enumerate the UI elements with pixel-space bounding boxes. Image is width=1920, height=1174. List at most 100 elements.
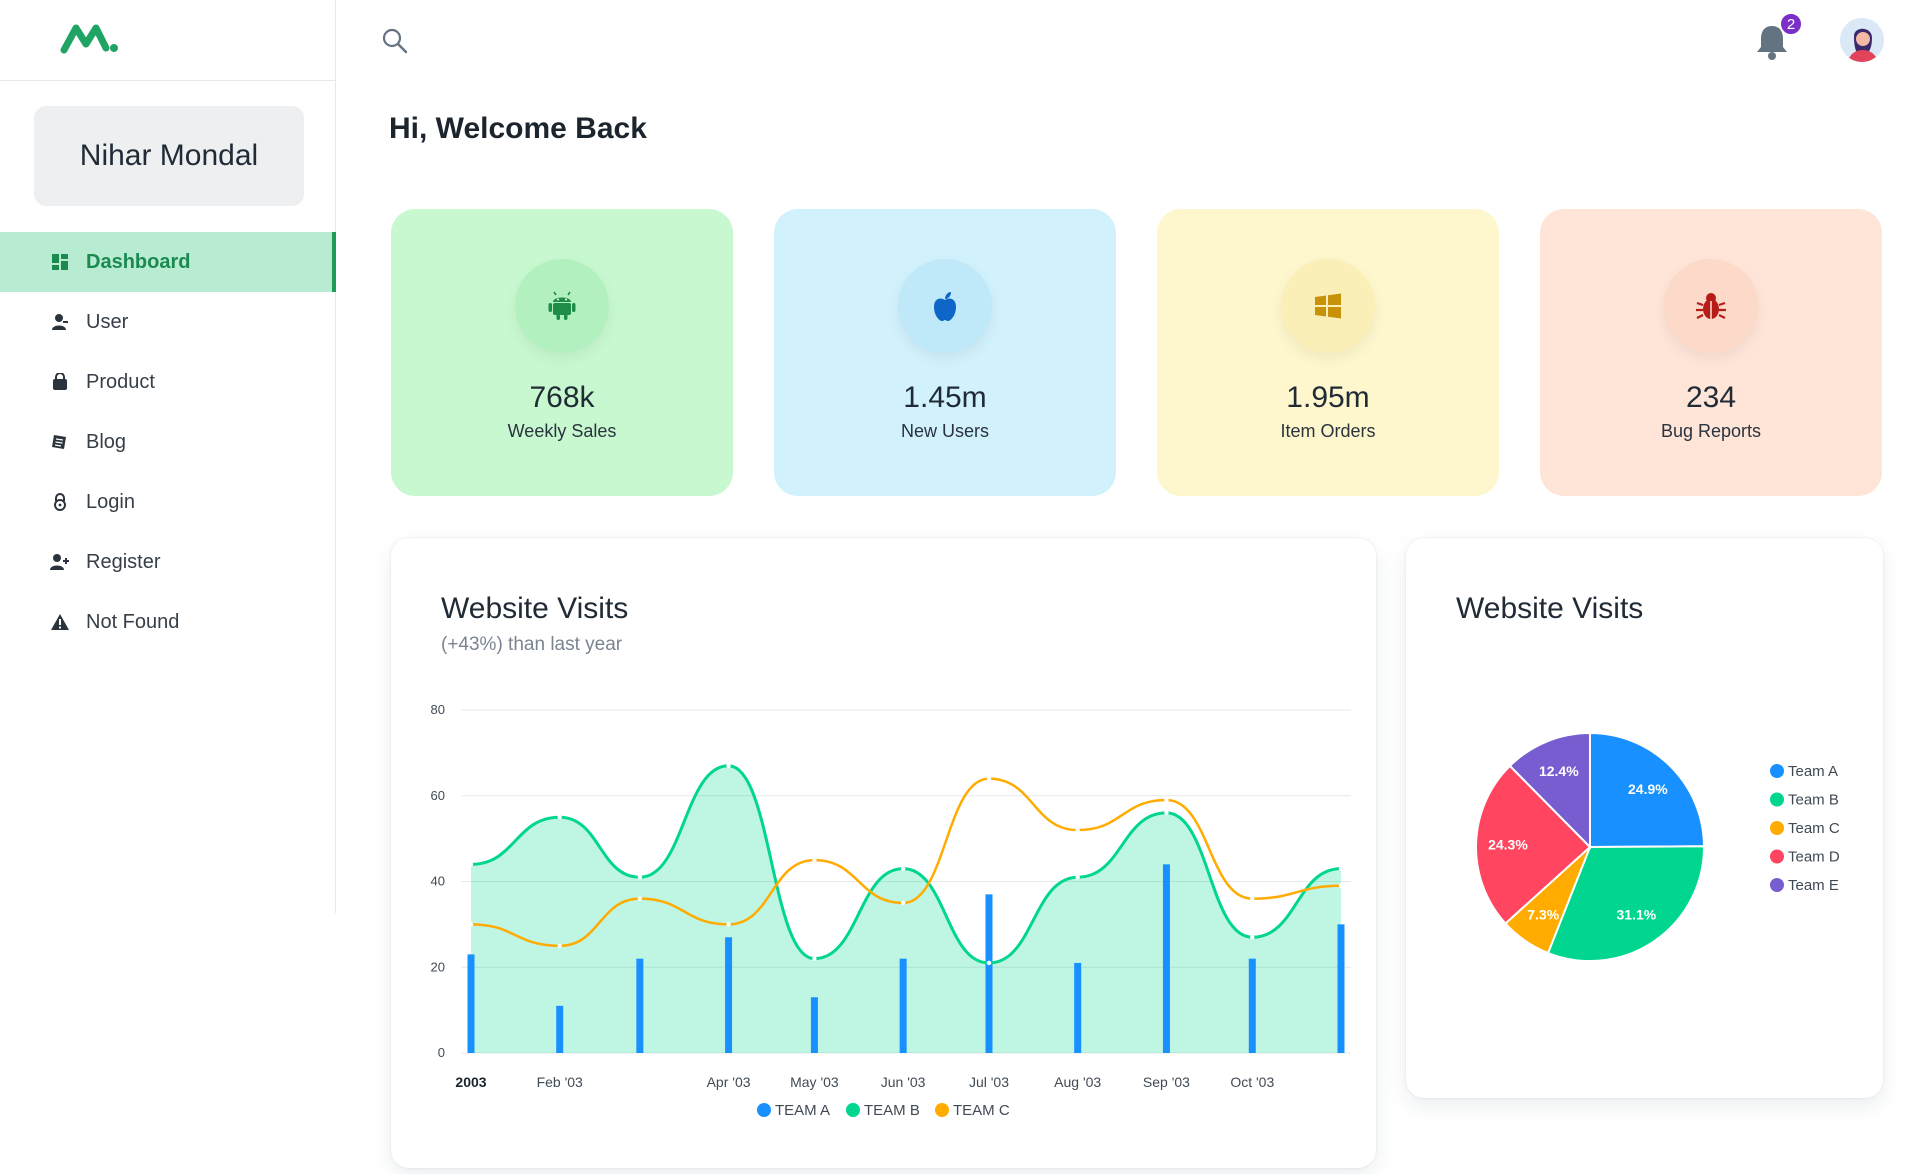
website-visits-chart: 0 20 40 60 80 2003 Feb '03 Apr '03 May '03 Jun '0… xyxy=(431,702,1351,1119)
stat-value: 1.45m xyxy=(903,381,987,414)
stat-label: Bug Reports xyxy=(1660,421,1762,441)
bar-team-a xyxy=(1074,962,1082,1053)
bug-icon xyxy=(1664,259,1758,353)
logo-icon[interactable] xyxy=(60,22,120,54)
sidebar-item-product[interactable]: Product xyxy=(0,352,336,412)
avatar[interactable] xyxy=(1840,18,1884,62)
legend-label: TEAM A xyxy=(775,1102,830,1119)
data-point xyxy=(1338,883,1344,888)
search-icon xyxy=(382,28,408,54)
x-tick-label: Jun '03 xyxy=(881,1074,926,1090)
stat-card-weekly-sales[interactable]: 768k Weekly Sales xyxy=(391,209,733,496)
apple-icon xyxy=(898,259,992,353)
data-point xyxy=(1164,797,1169,803)
bar-team-a xyxy=(810,997,818,1053)
search-button[interactable] xyxy=(380,26,410,56)
data-point xyxy=(1338,866,1344,871)
sidebar-item-dashboard[interactable]: Dashboard xyxy=(0,232,336,292)
legend-marker xyxy=(846,1103,860,1117)
data-point xyxy=(726,763,731,768)
sidebar-item-label: Dashboard xyxy=(86,250,191,273)
legend-label: TEAM C xyxy=(953,1102,1010,1119)
chart-title: Website Visits xyxy=(441,592,629,625)
sidebar-item-user[interactable]: User xyxy=(0,292,336,352)
pie-slice-team-d xyxy=(1475,764,1592,925)
data-point xyxy=(1075,875,1080,880)
bar-team-a xyxy=(1248,958,1256,1053)
sidebar: Nihar Mondal Dashboard User Product Blog xyxy=(0,0,336,913)
sidebar-item-not-found[interactable]: Not Found xyxy=(0,592,336,652)
y-tick-label: 0 xyxy=(438,1045,445,1060)
notification-badge: 2 xyxy=(1779,12,1803,36)
x-tick-label: Aug '03 xyxy=(1054,1074,1101,1090)
x-tick-label: Oct '03 xyxy=(1230,1074,1274,1090)
data-point xyxy=(812,857,817,863)
user-icon xyxy=(50,312,70,332)
data-point xyxy=(900,866,906,871)
data-point xyxy=(986,776,992,781)
pie-slice-label: 12.4% xyxy=(1539,763,1579,779)
bell-icon xyxy=(1757,26,1787,60)
sidebar-item-login[interactable]: Login xyxy=(0,472,336,532)
pie-chart-title: Website Visits xyxy=(1456,592,1644,625)
sidebar-item-label: User xyxy=(86,310,129,333)
sidebar-item-register[interactable]: Register xyxy=(0,532,336,592)
data-point xyxy=(1075,827,1080,833)
dashboard-icon xyxy=(50,252,70,272)
legend-marker xyxy=(1770,878,1784,892)
y-tick-label: 80 xyxy=(431,702,445,717)
x-tick-label: 2003 xyxy=(455,1074,486,1090)
notification-button[interactable] xyxy=(1752,20,1792,62)
sidebar-item-blog[interactable]: Blog xyxy=(0,412,336,472)
bar-team-a xyxy=(1162,864,1170,1053)
pie-slice-team-e xyxy=(1508,731,1591,850)
pie-slice-label: 24.3% xyxy=(1488,837,1528,853)
website-visits-pie-panel: Website Visits 24.9% 31.1% 7.3% 24.3% 12.4% T… xyxy=(1406,538,1883,1098)
data-point xyxy=(1250,896,1255,901)
sidebar-item-label: Login xyxy=(86,490,135,513)
series-area-team-b xyxy=(471,765,1341,1053)
legend-label: Team D xyxy=(1788,849,1840,866)
warning-icon xyxy=(50,612,70,632)
sidebar-item-label: Blog xyxy=(86,430,127,453)
y-tick-label: 60 xyxy=(431,788,445,803)
data-point xyxy=(986,960,992,966)
stat-card-new-users[interactable]: 1.45m New Users xyxy=(774,209,1116,496)
bar-team-a xyxy=(1337,924,1345,1053)
pie-slice-team-a xyxy=(1589,731,1706,849)
website-visits-panel: Website Visits (+43%) than last year 0 20… xyxy=(391,538,1376,1168)
x-tick-label: Jul '03 xyxy=(969,1074,1009,1090)
legend-label: Team E xyxy=(1788,877,1839,894)
bar-team-a xyxy=(899,958,907,1053)
stat-label: Item Orders xyxy=(1280,421,1376,441)
stat-label: New Users xyxy=(900,421,989,441)
data-point xyxy=(468,922,474,927)
account-name[interactable]: Nihar Mondal xyxy=(34,106,304,206)
sidebar-item-label: Not Found xyxy=(86,610,180,633)
user-avatar-icon xyxy=(1840,18,1884,62)
legend-marker xyxy=(1770,821,1784,835)
bar-team-a xyxy=(725,937,733,1053)
x-tick-label: Apr '03 xyxy=(707,1074,751,1090)
stat-card-item-orders[interactable]: 1.95m Item Orders xyxy=(1157,209,1499,496)
data-point xyxy=(1250,935,1255,940)
x-tick-label: May '03 xyxy=(790,1074,839,1090)
data-point xyxy=(468,862,474,867)
data-point xyxy=(900,900,906,906)
data-point xyxy=(637,875,643,880)
y-tick-label: 40 xyxy=(431,874,445,889)
data-point xyxy=(637,896,643,901)
x-tick-label: Feb '03 xyxy=(537,1074,583,1090)
user-add-icon xyxy=(50,552,70,572)
android-icon xyxy=(515,259,609,353)
stat-value: 1.95m xyxy=(1286,381,1370,414)
legend-marker xyxy=(1770,792,1784,807)
x-tick-label: Sep '03 xyxy=(1143,1074,1190,1090)
legend-label: Team B xyxy=(1788,792,1839,809)
legend-label: Team A xyxy=(1788,763,1838,780)
y-tick-label: 20 xyxy=(431,959,445,974)
stat-card-bug-reports[interactable]: 234 Bug Reports xyxy=(1540,209,1882,496)
legend-marker xyxy=(1770,849,1784,864)
legend-marker xyxy=(757,1103,771,1117)
stat-value: 234 xyxy=(1685,381,1737,414)
